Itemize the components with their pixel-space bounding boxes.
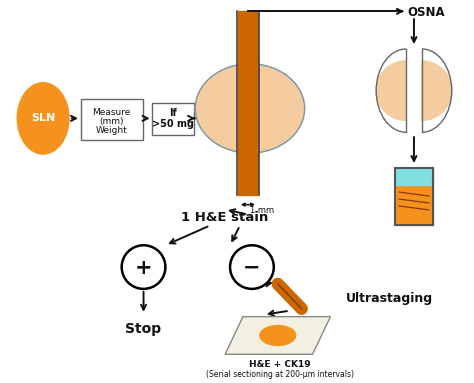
- Text: −: −: [243, 258, 261, 278]
- Text: Stop: Stop: [126, 322, 162, 336]
- Text: OSNA: OSNA: [407, 6, 445, 19]
- Wedge shape: [422, 61, 452, 120]
- Text: +: +: [135, 258, 152, 278]
- Text: 1 mm: 1 mm: [250, 206, 274, 214]
- Circle shape: [122, 245, 165, 289]
- Text: >50 mg: >50 mg: [152, 119, 194, 129]
- Bar: [238, 11, 258, 195]
- Circle shape: [230, 245, 274, 289]
- Ellipse shape: [17, 83, 69, 154]
- Bar: [395, 168, 433, 185]
- Text: Measure: Measure: [92, 108, 131, 117]
- Text: If: If: [170, 108, 177, 118]
- Text: (mm): (mm): [100, 117, 124, 126]
- Ellipse shape: [260, 326, 296, 345]
- Text: 1 H&E stain: 1 H&E stain: [182, 211, 269, 224]
- Ellipse shape: [195, 64, 305, 153]
- Bar: [81, 98, 143, 140]
- Text: H&E + CK19: H&E + CK19: [249, 360, 310, 369]
- Wedge shape: [376, 61, 406, 120]
- Polygon shape: [225, 317, 330, 354]
- Text: (Serial sectioning at 200-μm intervals): (Serial sectioning at 200-μm intervals): [206, 370, 354, 379]
- Text: Ultrastaging: Ultrastaging: [346, 292, 433, 305]
- Text: SLN: SLN: [31, 113, 55, 123]
- Bar: [395, 168, 433, 226]
- Bar: [153, 103, 194, 135]
- Bar: [395, 168, 433, 226]
- Text: Weight: Weight: [96, 126, 128, 135]
